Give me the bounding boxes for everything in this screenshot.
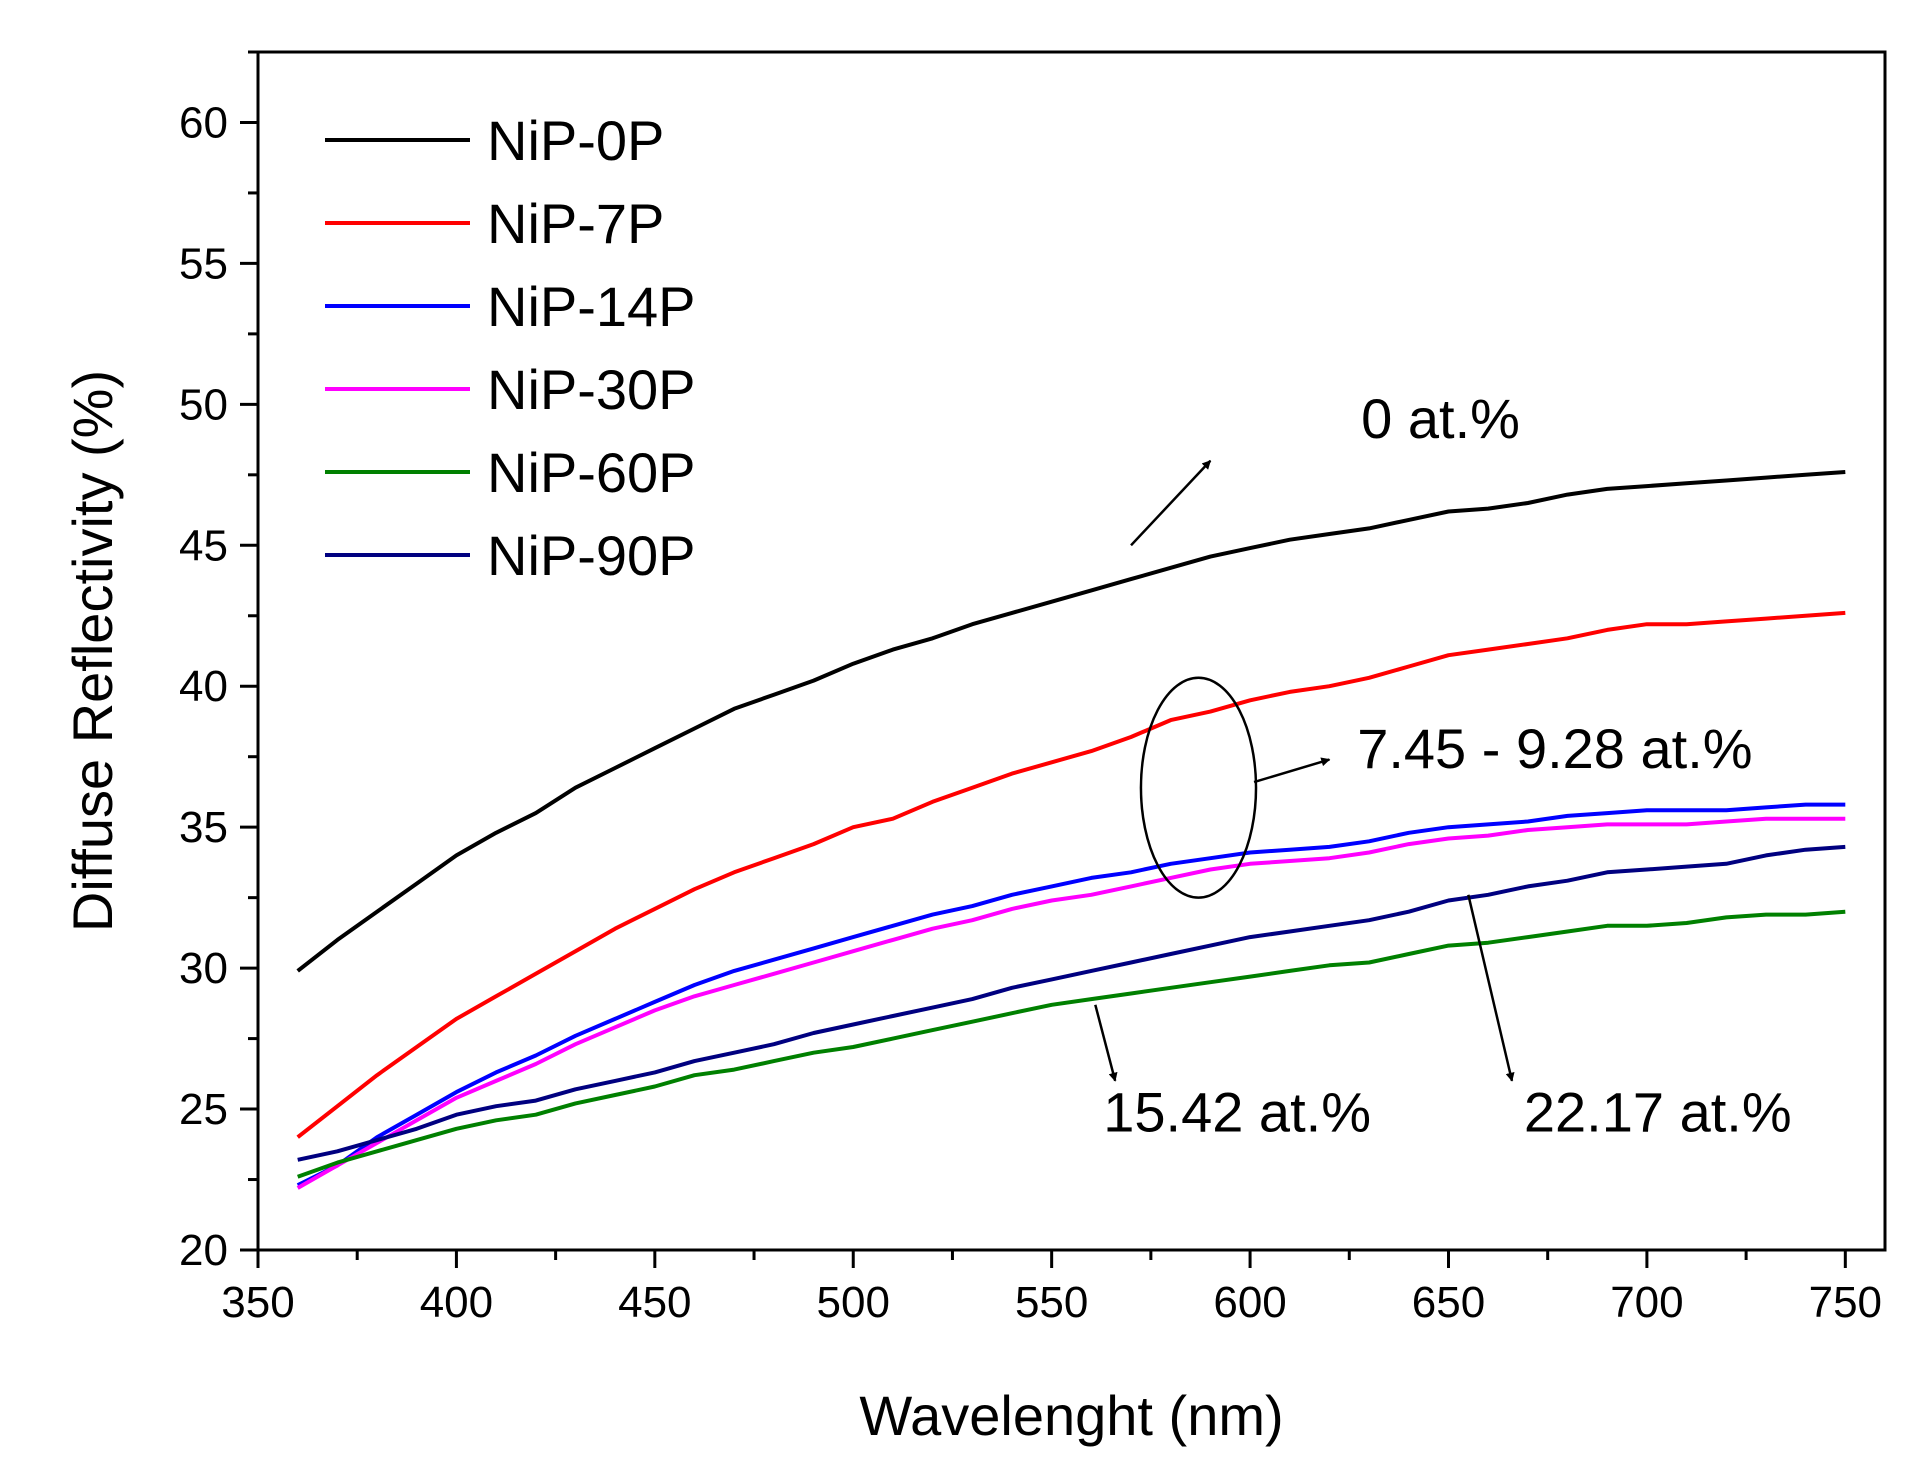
y-tick-label: 45 [179,521,228,570]
plot-frame [256,50,1887,1252]
annotation-arrow [1094,1004,1118,1082]
x-tick-label: 400 [420,1278,493,1327]
annotation-label: 15.42 at.% [1103,1081,1371,1144]
annotation-label: 0 at.% [1361,387,1520,450]
series-line-nip-30p [296,816,1846,1190]
x-tick-label: 550 [1015,1278,1088,1327]
annotation-label: 7.45 - 9.28 at.% [1357,717,1752,780]
legend-label: NiP-0P [487,109,664,172]
y-tick-label: 60 [179,98,228,147]
x-tick-label: 450 [618,1278,691,1327]
annotations-layer: 0 at.% 7.45 - 9.28 at.% 15.42 at.% 22.17 at… [1094,387,1792,1144]
x-tick-label: 650 [1412,1278,1485,1327]
x-axis-title: Wavelenght (nm) [859,1384,1283,1447]
x-tick-label: 600 [1213,1278,1286,1327]
series-line-nip-90p [297,844,1846,1162]
series-line-nip-60p [297,909,1846,1179]
legend-label: NiP-14P [487,275,696,338]
y-tick-label: 30 [179,944,228,993]
y-tick-label: 40 [179,662,228,711]
legend-label: NiP-90P [487,524,696,587]
series-line-nip-7p [296,610,1846,1139]
annotation-ellipse [1139,676,1258,899]
legend-label: NiP-30P [487,358,696,421]
series-line-nip-0p [296,470,1846,973]
y-tick-label: 25 [179,1085,228,1134]
annotation-arrow [1467,894,1515,1082]
annotation-label: 22.17 at.% [1524,1081,1792,1144]
legend-label: NiP-60P [487,441,696,504]
legend-label: NiP-7P [487,192,664,255]
series-layer [296,470,1846,1190]
x-tick-label: 750 [1809,1278,1882,1327]
annotation-arrow [1130,459,1212,547]
ticks-layer: 350 400 450 500 550 600 650 700 750 20 25 30 35 40 45 5… [179,50,1882,1327]
y-axis-title: Diffuse Reflectivity (%) [61,370,124,932]
y-tick-label: 20 [179,1226,228,1275]
annotation-arrow [1253,757,1331,784]
x-tick-label: 700 [1610,1278,1683,1327]
y-tick-label: 50 [179,380,228,429]
x-tick-label: 350 [221,1278,294,1327]
legend: NiP-0P NiP-7P NiP-14P NiP-30P NiP-60P NiP-90P [325,109,696,587]
x-tick-label: 500 [817,1278,890,1327]
y-tick-label: 35 [179,803,228,852]
y-tick-label: 55 [179,239,228,288]
series-line-nip-14p [296,802,1846,1187]
